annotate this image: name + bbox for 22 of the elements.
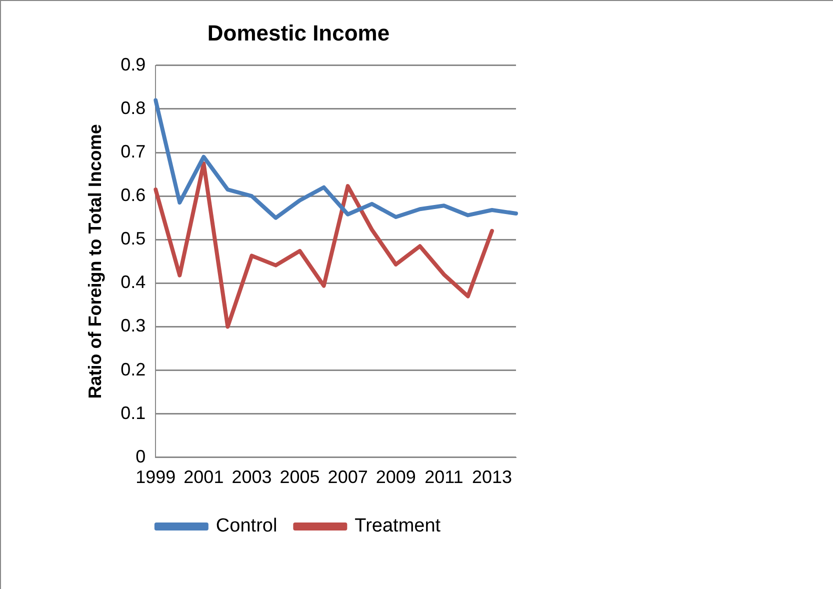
y-tick-label: 0.8 [120, 98, 146, 118]
y-axis-title: Ratio of Foreign to Total Income [84, 124, 105, 399]
x-tick-label: 2005 [280, 467, 320, 488]
x-tick-label: 1999 [136, 467, 176, 488]
y-tick-label: 0.7 [120, 141, 146, 162]
x-tick-label: 2001 [184, 467, 224, 488]
x-tick-label: 2013 [472, 467, 512, 488]
x-tick-label: 2007 [328, 467, 368, 488]
y-tick-label: 0 [136, 446, 146, 466]
x-tick-label: 2011 [424, 467, 464, 488]
x-tick-label: 2009 [376, 467, 416, 488]
y-tick-label: 0.2 [120, 359, 146, 380]
chart-title: Domestic Income [207, 20, 390, 46]
y-tick-label: 0.3 [120, 316, 146, 336]
legend-label: Control [216, 516, 278, 537]
y-tick-label: 0.5 [120, 228, 146, 249]
y-tick-label: 0.9 [120, 54, 146, 74]
legend-label: Treatment [354, 516, 442, 537]
y-tick-label: 0.6 [120, 185, 146, 206]
y-tick-label: 0.1 [120, 402, 146, 423]
x-tick-label: 2003 [232, 467, 272, 488]
y-tick-label: 0.4 [120, 272, 146, 292]
